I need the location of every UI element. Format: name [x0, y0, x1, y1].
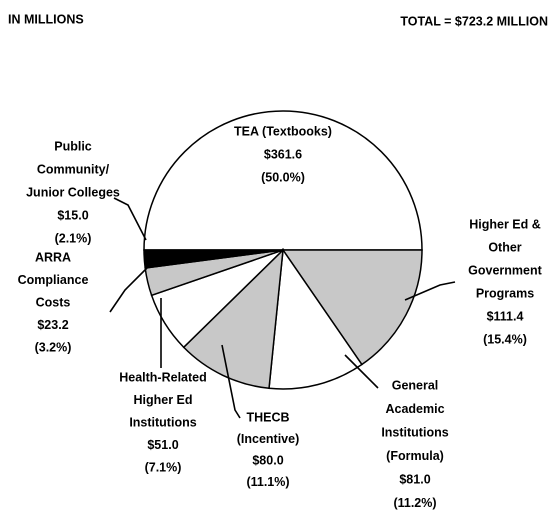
slice-label: Costs	[36, 295, 71, 309]
leader-line	[109, 264, 151, 313]
slice-label: TEA (Textbooks)	[234, 124, 332, 138]
percent-label: (11.2%)	[393, 496, 436, 510]
leader-line	[404, 281, 456, 301]
slice-label: Government	[468, 263, 542, 277]
slice-label: (Incentive)	[237, 432, 300, 446]
percent-label: (11.1%)	[246, 475, 289, 489]
value-label: $81.0	[399, 472, 430, 486]
pie-slice	[143, 110, 423, 251]
percent-label: (2.1%)	[55, 231, 92, 245]
slice-label: Other	[488, 240, 521, 254]
slice-label: Junior Colleges	[26, 185, 120, 199]
value-label: $23.2	[37, 318, 68, 332]
slice-label: General	[392, 378, 439, 392]
chart-title: TOTAL = $723.2 MILLION	[400, 14, 548, 28]
slice-label: Compliance	[18, 273, 89, 287]
slice-label: THECB	[246, 410, 289, 424]
leaders	[109, 197, 456, 419]
slice-label: Higher Ed &	[469, 217, 541, 231]
pie-slice	[268, 247, 363, 390]
slice-label: Public	[54, 139, 92, 153]
value-label: $80.0	[252, 453, 283, 467]
leader-line	[221, 344, 241, 419]
pie-slice	[281, 249, 423, 366]
pie-slice	[182, 248, 284, 390]
value-label: $15.0	[57, 208, 88, 222]
slice-label: Community/	[37, 162, 110, 176]
value-label: $111.4	[487, 309, 524, 323]
value-label: $361.6	[264, 147, 302, 161]
slice-label: (Formula)	[386, 449, 444, 463]
percent-label: (3.2%)	[35, 340, 72, 354]
leader-line	[113, 197, 147, 241]
value-label: $51.0	[147, 438, 178, 452]
slice-label: Health-Related	[119, 370, 207, 384]
slice-label: Academic	[385, 402, 444, 416]
pie-slice	[143, 249, 284, 269]
percent-label: (15.4%)	[483, 332, 527, 346]
percent-label: (50.0%)	[261, 170, 305, 184]
slice-label: Programs	[476, 286, 534, 300]
chart-subtitle: IN MILLIONS	[8, 12, 84, 26]
slice-label: ARRA	[35, 250, 71, 264]
percent-label: (7.1%)	[145, 460, 182, 474]
slice-label: Higher Ed	[133, 393, 192, 407]
leader-line	[344, 354, 379, 389]
slice-label: Institutions	[129, 415, 196, 429]
slice-label: Institutions	[381, 425, 448, 439]
